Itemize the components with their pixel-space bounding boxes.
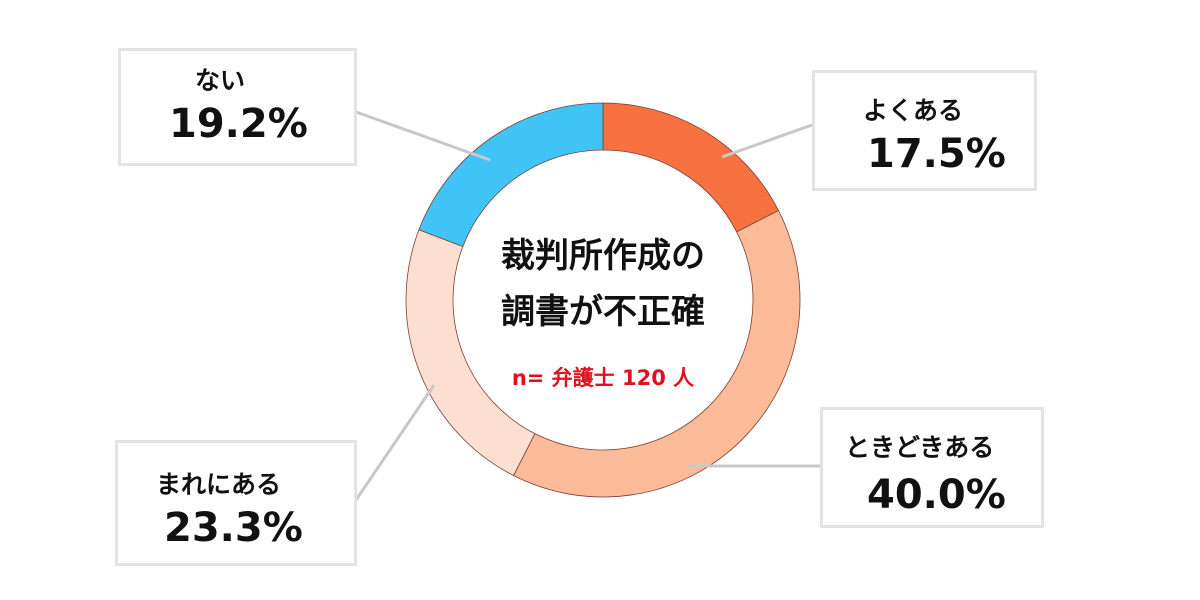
donut-slice	[513, 210, 801, 498]
data-label: 19.2%	[169, 101, 308, 147]
leader-line	[355, 110, 491, 162]
slice-label: ときどきある	[845, 433, 995, 462]
slice-label: よくある	[863, 96, 964, 125]
leader-line	[721, 123, 813, 159]
chart-subtitle: n= 弁護士 120 人	[511, 366, 695, 390]
data-label: 23.3%	[164, 505, 303, 551]
data-label: 17.5%	[867, 131, 1006, 177]
donut-slice	[418, 102, 604, 248]
title-line-2: 調書が不正確	[501, 292, 705, 332]
title-line-1: 裁判所作成の	[501, 236, 705, 276]
data-label: 40.0%	[867, 472, 1006, 518]
chart-title: 裁判所作成の 調書が不正確	[453, 228, 753, 340]
callout-tokidoki: ときどきある 40.0%	[820, 407, 1044, 528]
callout-mareni: まれにある 23.3%	[115, 440, 357, 566]
donut-slice	[602, 102, 780, 233]
slice-label: まれにある	[156, 470, 282, 499]
leader-line	[354, 384, 436, 501]
callout-yokuaru: よくある 17.5%	[812, 70, 1037, 191]
callout-nai: ない 19.2%	[118, 48, 357, 166]
slice-label: ない	[195, 66, 246, 95]
